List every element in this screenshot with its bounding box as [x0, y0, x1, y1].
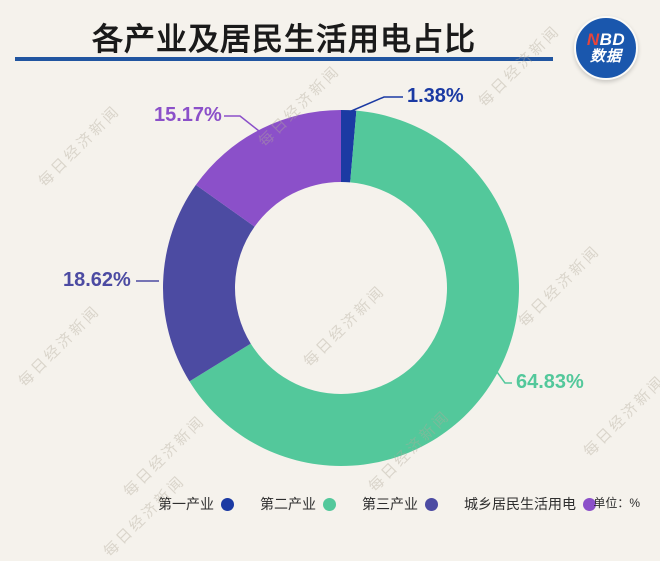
- unit-label: 单位：%: [593, 496, 640, 510]
- nbd-logo-subtext: 数据: [589, 48, 622, 66]
- donut-segment-0[interactable]: [341, 110, 357, 183]
- legend-item-3[interactable]: 城乡居民生活用电: [464, 494, 596, 514]
- legend-dot-icon: [221, 497, 234, 511]
- legend-dot-icon: [425, 497, 438, 511]
- donut-chart: [136, 96, 519, 467]
- percent-label-residents: 15.17%: [154, 104, 222, 126]
- donut-segment-3[interactable]: [195, 110, 341, 227]
- legend-dot-icon: [583, 497, 596, 511]
- legend-label: 第二产业: [260, 496, 316, 512]
- legend-item-1[interactable]: 第二产业: [260, 494, 336, 514]
- percent-label-secondary-industry: 64.83%: [516, 371, 584, 393]
- page-title: 各产业及居民生活用电占比: [92, 22, 476, 57]
- legend-label: 第三产业: [362, 496, 418, 512]
- donut-segment-2[interactable]: [163, 184, 255, 382]
- percent-label-primary-industry: 1.38%: [407, 85, 464, 107]
- title-underline: [15, 57, 553, 61]
- legend-label: 第一产业: [158, 496, 214, 512]
- leader-line-3: [224, 115, 260, 132]
- chart-legend: 第一产业 第二产业 第三产业 城乡居民生活用电: [158, 494, 596, 514]
- donut-segment-1[interactable]: [189, 110, 519, 467]
- leader-line-0: [348, 96, 403, 113]
- legend-dot-icon: [323, 497, 336, 511]
- legend-item-2[interactable]: 第三产业: [362, 494, 438, 514]
- legend-item-0[interactable]: 第一产业: [158, 494, 234, 514]
- legend-label: 城乡居民生活用电: [464, 496, 576, 512]
- nbd-logo: NBD 数据: [574, 16, 638, 80]
- percent-label-tertiary-industry: 18.62%: [63, 269, 131, 291]
- leader-line-1: [496, 371, 512, 384]
- nbd-logo-text: NBD: [586, 30, 626, 50]
